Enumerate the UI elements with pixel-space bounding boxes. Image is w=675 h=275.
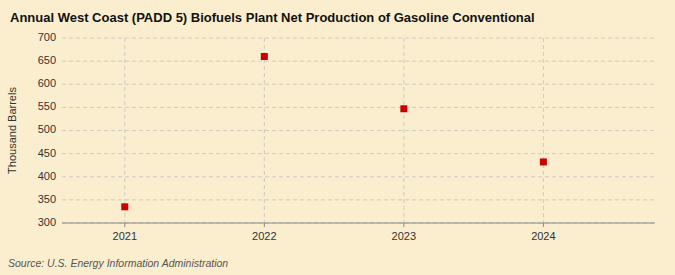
- grid-line-y: [62, 130, 655, 131]
- source-note: Source: U.S. Energy Information Administ…: [8, 257, 228, 269]
- title: Annual West Coast (PADD 5) Biofuels Plan…: [10, 10, 535, 25]
- points: [121, 53, 547, 210]
- x-tick: [543, 223, 544, 227]
- x-tick: [264, 223, 265, 227]
- y-tick-label: 600: [38, 77, 56, 89]
- y-tick-label: 300: [38, 216, 56, 228]
- y-tick-label: 400: [38, 170, 56, 182]
- chart: 300 350 400 450 500 550 600 650 700 2021 2022 2023 2…: [0, 0, 675, 275]
- point: [400, 105, 407, 112]
- grid-line-y: [62, 153, 655, 154]
- grid-line-x: [264, 38, 265, 223]
- grid-line-y: [62, 199, 655, 200]
- page: {"chart_data": {"type": "scatter", "titl…: [0, 0, 675, 275]
- grid-line-x: [124, 38, 125, 223]
- x-axis-line: [62, 223, 655, 224]
- grid: [62, 38, 655, 223]
- grid-line-x: [403, 38, 404, 223]
- x-tick: [403, 223, 404, 227]
- grid-line-y: [62, 38, 655, 39]
- y-tick-label: 450: [38, 147, 56, 159]
- x-tick: [124, 223, 125, 227]
- y-tick-label: 700: [38, 31, 56, 43]
- point: [121, 203, 128, 210]
- point: [540, 158, 547, 165]
- background: [0, 0, 675, 275]
- grid-line-y: [62, 223, 655, 224]
- x-tick-label: 2022: [252, 230, 276, 242]
- x-tick-label: 2024: [531, 230, 555, 242]
- axes: 300 350 400 450 500 550 600 650 700 2021 2022 2023 2…: [38, 31, 655, 242]
- x-tick-label: 2021: [113, 230, 137, 242]
- y-tick-label: 500: [38, 123, 56, 135]
- y-axis-label: Thousand Barrels: [6, 87, 18, 174]
- y-tick-label: 650: [38, 54, 56, 66]
- grid-line-y: [62, 107, 655, 108]
- grid-line-x: [543, 38, 544, 223]
- y-tick-label: 550: [38, 100, 56, 112]
- grid-line-y: [62, 84, 655, 85]
- point: [261, 53, 268, 60]
- grid-line-y: [62, 176, 655, 177]
- grid-line-y: [62, 61, 655, 62]
- x-tick-label: 2023: [392, 230, 416, 242]
- y-tick-label: 350: [38, 193, 56, 205]
